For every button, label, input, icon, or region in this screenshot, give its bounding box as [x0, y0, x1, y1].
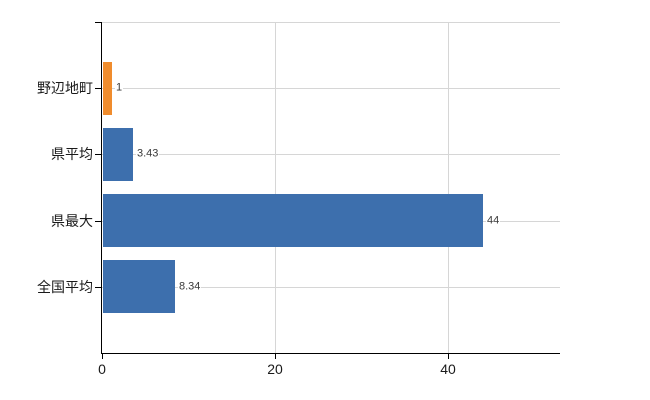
x-axis-tick: [102, 354, 103, 359]
x-axis-tick: [448, 354, 449, 359]
category-label: 県最大: [51, 213, 93, 229]
bar: [103, 194, 483, 247]
category-label: 県平均: [51, 146, 93, 162]
x-axis-tick-label: 0: [98, 361, 106, 377]
y-axis-tick: [95, 221, 101, 222]
x-axis-tick-label: 40: [440, 361, 456, 377]
h-gridline: [102, 88, 560, 89]
bar-value-label: 44: [486, 214, 501, 228]
y-axis-tick: [95, 88, 101, 89]
v-gridline: [448, 22, 449, 353]
y-axis-tick: [95, 22, 101, 23]
bar: [103, 62, 112, 115]
x-axis-tick-label: 20: [267, 361, 283, 377]
y-axis-tick: [95, 287, 101, 288]
bar-value-label: 8.34: [178, 280, 202, 294]
y-axis-line: [101, 22, 102, 354]
bar-value-label: 3.43: [136, 147, 160, 161]
bar: [103, 128, 133, 181]
y-axis-tick: [95, 154, 101, 155]
v-gridline: [275, 22, 276, 353]
x-axis-tick: [275, 354, 276, 359]
bar: [103, 260, 175, 313]
category-label: 野辺地町: [37, 80, 93, 96]
category-label: 全国平均: [37, 279, 93, 295]
plot-top-border: [102, 22, 560, 23]
bar-value-label: 1: [115, 81, 124, 95]
h-gridline: [102, 287, 560, 288]
h-gridline: [102, 154, 560, 155]
x-axis-line: [101, 353, 560, 354]
